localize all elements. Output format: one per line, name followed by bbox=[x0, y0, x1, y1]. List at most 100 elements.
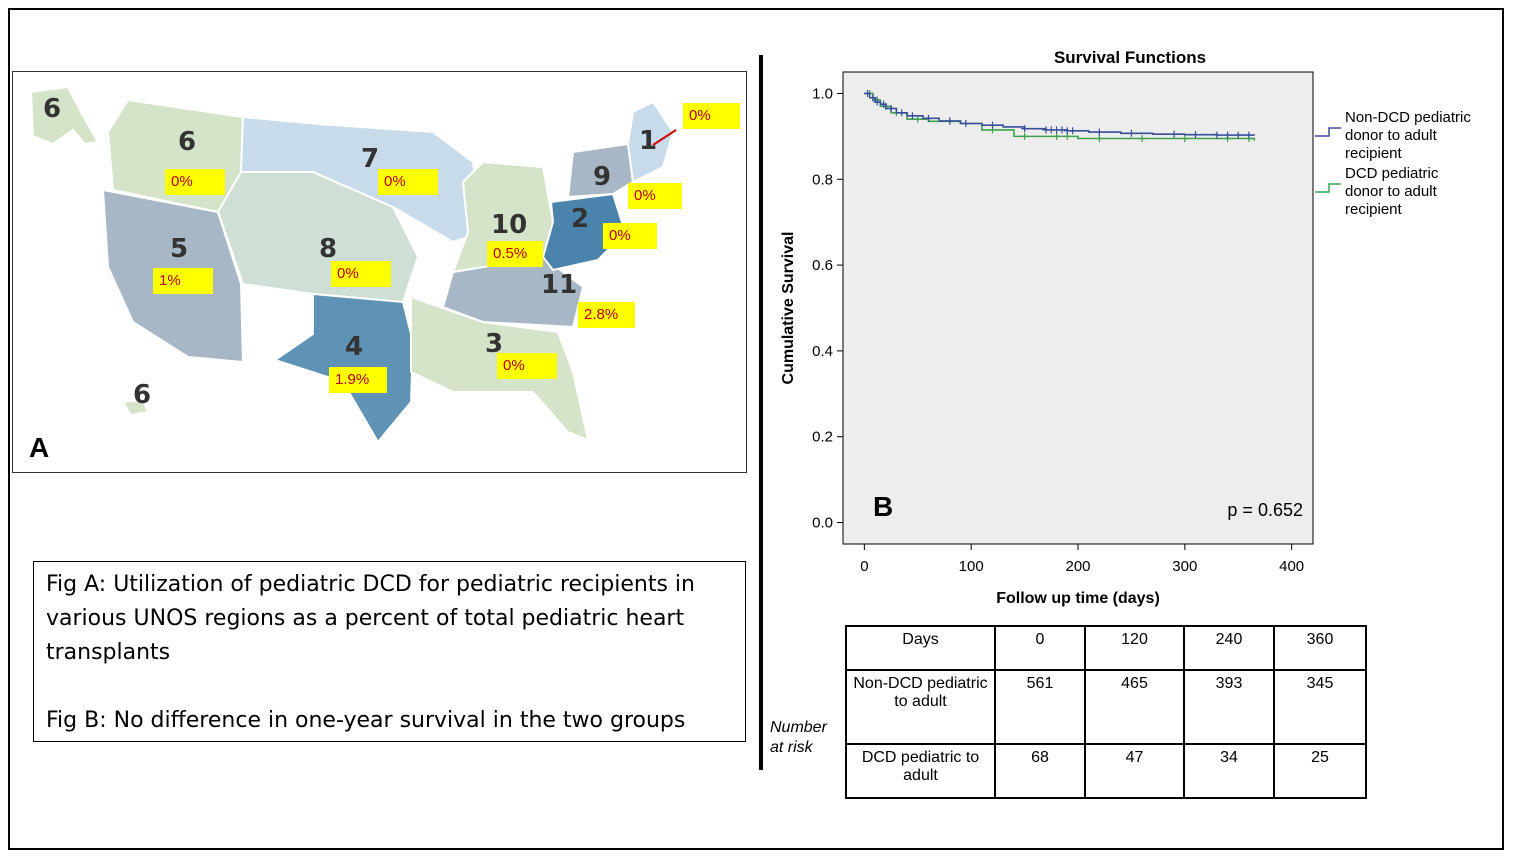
censor-mark bbox=[898, 109, 906, 117]
censor-mark bbox=[1224, 131, 1232, 139]
risk-header-cell: 240 bbox=[1183, 625, 1275, 671]
plot-area bbox=[842, 71, 1314, 545]
censor-mark bbox=[1213, 131, 1221, 139]
caption-fig-a: Fig A: Utilization of pediatric DCD for … bbox=[46, 572, 695, 665]
unos-region-map-panel: 6 6 6 0% 7 0% 1 0% 9 0% 10 0.5% 2 0% 5 1… bbox=[12, 71, 747, 473]
x-tick-label: 200 bbox=[1065, 558, 1090, 575]
censor-mark bbox=[1095, 128, 1103, 136]
censor-mark bbox=[1127, 129, 1135, 137]
risk-label-line: at risk bbox=[770, 739, 813, 756]
y-tick-label: 0.4 bbox=[812, 343, 833, 360]
risk-header-cell: Days bbox=[845, 625, 996, 671]
region-number: 11 bbox=[541, 270, 578, 300]
censor-mark bbox=[1021, 125, 1029, 133]
risk-cell: 561 bbox=[994, 669, 1086, 745]
legend-swatch bbox=[1315, 127, 1341, 137]
censor-mark bbox=[924, 114, 932, 122]
risk-cell: 34 bbox=[1183, 743, 1275, 799]
censor-mark bbox=[1095, 135, 1103, 143]
censor-mark bbox=[1069, 127, 1077, 135]
risk-cell: 25 bbox=[1273, 743, 1367, 799]
region-number: 8 bbox=[319, 234, 338, 264]
alaska-region-number: 6 bbox=[43, 94, 62, 124]
y-tick-label: 0.2 bbox=[812, 429, 833, 446]
x-tick-label: 0 bbox=[860, 558, 868, 575]
region-2-area bbox=[541, 192, 627, 272]
region-number: 3 bbox=[485, 329, 504, 359]
figure-caption: Fig A: Utilization of pediatric DCD for … bbox=[33, 561, 746, 742]
region-percent-label: 1% bbox=[153, 268, 213, 294]
censor-mark bbox=[1021, 132, 1029, 140]
censor-mark bbox=[864, 89, 872, 97]
hawaii-region-number: 6 bbox=[133, 380, 152, 410]
censor-mark bbox=[1234, 131, 1242, 139]
alaska-region bbox=[29, 85, 100, 146]
region-number: 10 bbox=[491, 210, 528, 240]
risk-table-header-row: Days 0 120 240 360 bbox=[845, 625, 1367, 671]
censor-mark bbox=[887, 104, 895, 112]
region-percent-label: 1.9% bbox=[329, 367, 387, 393]
region-percent-label: 0% bbox=[378, 169, 438, 195]
censor-mark bbox=[1058, 126, 1066, 134]
panel-a-letter: A bbox=[29, 432, 50, 463]
region-percent-label: 0% bbox=[497, 353, 557, 379]
region-number: 7 bbox=[361, 144, 380, 174]
region-percent-label: 0% bbox=[628, 183, 682, 209]
region-percent-label: 0% bbox=[603, 223, 657, 249]
figure-frame bbox=[8, 8, 1504, 850]
censor-mark bbox=[1053, 132, 1061, 140]
risk-row-label: DCD pediatric to adult bbox=[845, 743, 996, 799]
region-percent-label: 0% bbox=[165, 169, 225, 195]
risk-cell: 393 bbox=[1183, 669, 1275, 745]
region-percent-label: 2.8% bbox=[578, 302, 635, 328]
region-number: 5 bbox=[170, 234, 189, 264]
hawaii-region bbox=[121, 398, 150, 417]
y-tick-label: 1.0 bbox=[812, 85, 833, 102]
legend-label: Non-DCD pediatric bbox=[1345, 109, 1471, 126]
region-number: 1 bbox=[639, 126, 658, 156]
caption-fig-b: Fig B: No difference in one-year surviva… bbox=[46, 708, 686, 733]
censor-mark bbox=[869, 94, 877, 102]
region-percent-label: 0.5% bbox=[487, 241, 543, 267]
y-tick-label: 0.0 bbox=[812, 515, 833, 532]
region-9-area bbox=[566, 142, 635, 199]
survival-chart: Survival Functions 0.0 0.2 0.4 0.6 0.8 1.0 0 1… bbox=[780, 48, 1471, 607]
risk-header-cell: 360 bbox=[1273, 625, 1367, 671]
y-tick-label: 0.8 bbox=[812, 171, 833, 188]
risk-cell: 345 bbox=[1273, 669, 1367, 745]
region-number: 2 bbox=[571, 204, 590, 234]
number-at-risk-label: Number at risk bbox=[770, 718, 827, 758]
risk-table-row: DCD pediatric to adult 68 47 34 25 bbox=[845, 743, 1367, 799]
censor-mark bbox=[1170, 130, 1178, 138]
y-tick-label: 0.6 bbox=[812, 257, 833, 274]
panel-divider bbox=[759, 55, 763, 770]
legend-label: recipient bbox=[1345, 145, 1403, 162]
censor-mark bbox=[880, 100, 888, 108]
censor-mark bbox=[1245, 131, 1253, 139]
censor-mark bbox=[962, 119, 970, 127]
censor-mark bbox=[908, 112, 916, 120]
risk-table-row: Non-DCD pediatric to adult 561 465 393 3… bbox=[845, 669, 1367, 745]
risk-cell: 47 bbox=[1084, 743, 1185, 799]
x-tick-label: 400 bbox=[1279, 558, 1304, 575]
censor-mark bbox=[1181, 135, 1189, 143]
censor-mark bbox=[873, 98, 881, 106]
chart-title: Survival Functions bbox=[1054, 48, 1206, 67]
x-tick-label: 100 bbox=[959, 558, 984, 575]
region-number: 9 bbox=[593, 162, 612, 192]
region-percent-label: 0% bbox=[331, 261, 391, 287]
region-number: 4 bbox=[345, 332, 364, 362]
panel-b-letter: B bbox=[873, 491, 893, 522]
risk-header-cell: 120 bbox=[1084, 625, 1185, 671]
region-percent-label: 0% bbox=[683, 103, 740, 129]
risk-row-label: Non-DCD pediatric to adult bbox=[845, 669, 996, 745]
region-1-pointer bbox=[652, 129, 677, 146]
censor-mark bbox=[914, 115, 922, 123]
risk-cell: 68 bbox=[994, 743, 1086, 799]
risk-cell: 465 bbox=[1084, 669, 1185, 745]
legend-label: DCD pediatric bbox=[1345, 165, 1439, 182]
censor-mark bbox=[946, 117, 954, 125]
number-at-risk-table: Days 0 120 240 360 Non-DCD pediatric to … bbox=[845, 625, 1367, 799]
risk-header-cell: 0 bbox=[994, 625, 1086, 671]
p-value-annotation: p = 0.652 bbox=[1227, 500, 1303, 520]
